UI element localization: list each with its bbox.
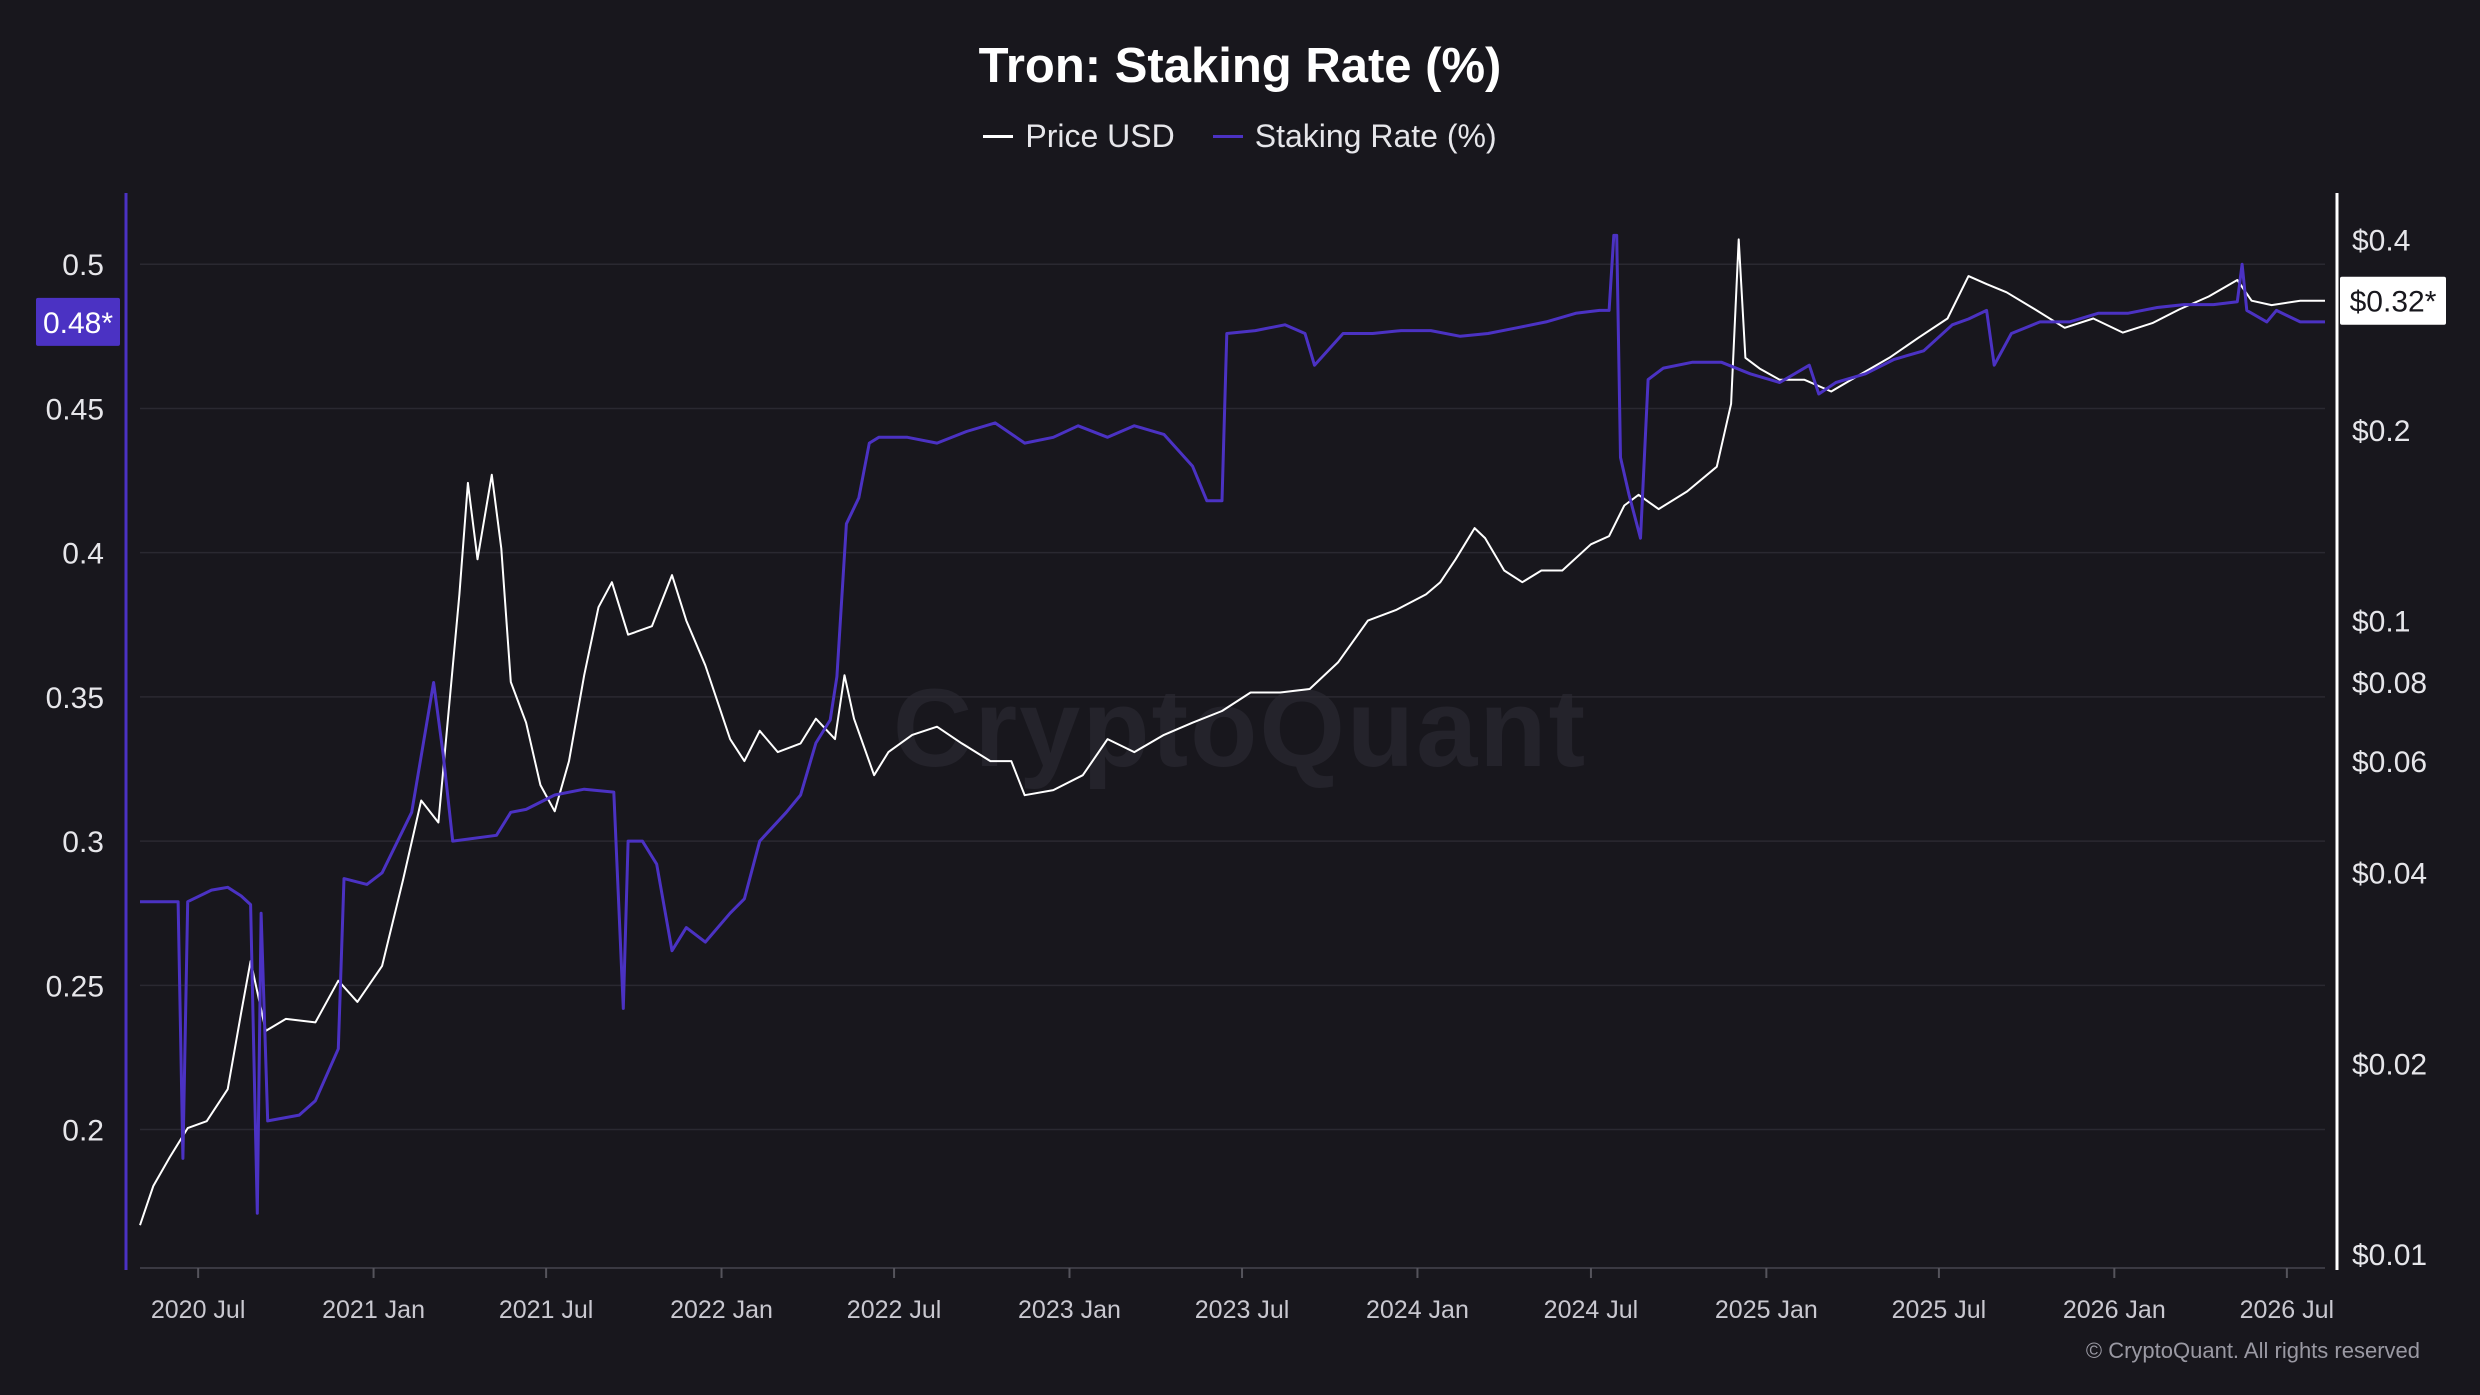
right-current-label: $0.32* <box>2350 286 2437 319</box>
y-left-tick-label: 0.5 <box>62 249 104 282</box>
x-tick-label: 2024 Jul <box>1544 1296 1639 1324</box>
y-right-tick-label: $0.04 <box>2352 858 2427 891</box>
x-tick-label: 2020 Jul <box>151 1296 246 1324</box>
x-tick-label: 2022 Jan <box>670 1296 773 1324</box>
legend-swatch-staking <box>1212 135 1243 138</box>
series-lines <box>139 233 2326 1226</box>
y-right-tick-label: $0.1 <box>2352 606 2410 639</box>
x-tick-label: 2022 Jul <box>847 1296 942 1324</box>
x-tick-label: 2025 Jan <box>1715 1296 1818 1324</box>
grid-lines <box>140 263 2325 1131</box>
y-left-tick-label: 0.45 <box>46 393 104 426</box>
x-tick-label: 2021 Jan <box>322 1296 425 1324</box>
copyright-text: © CryptoQuant. All rights reserved <box>2085 1338 2420 1363</box>
y-left-tick-label: 0.25 <box>46 970 104 1003</box>
y-left-tick-label: 0.4 <box>62 538 104 571</box>
x-tick-label: 2026 Jan <box>2063 1296 2166 1324</box>
watermark: CryptoQuant <box>892 667 1588 790</box>
y-right-tick-label: $0.2 <box>2352 415 2410 448</box>
legend-item-staking[interactable]: Staking Rate (%) <box>1212 118 1497 155</box>
y-left-tick-label: 0.3 <box>62 826 104 859</box>
chart-title: Tron: Staking Rate (%) <box>978 39 1502 93</box>
y-right-tick-label: $0.4 <box>2352 224 2410 257</box>
left-current-label: 0.48* <box>43 307 113 340</box>
legend-label-staking: Staking Rate (%) <box>1254 118 1497 154</box>
axes <box>124 193 2339 1278</box>
x-tick-label: 2026 Jul <box>2240 1296 2335 1324</box>
y-right-tick-label: $0.06 <box>2352 746 2427 779</box>
legend-swatch-price <box>983 135 1014 138</box>
left-current-badge <box>36 297 120 346</box>
y-right-tick-label: $0.08 <box>2352 667 2427 700</box>
axis-labels: 0.2 0.25 0.3 0.35 0.4 0.45 0.5 $0.01 $0.02 $0.04 $… <box>36 224 2446 1324</box>
staking-rate-line <box>140 233 2325 1215</box>
price-usd-line <box>139 238 2325 1226</box>
x-tick-label: 2025 Jul <box>1892 1296 1987 1324</box>
x-tick-label: 2024 Jan <box>1366 1296 1469 1324</box>
y-right-tick-label: $0.02 <box>2352 1048 2427 1081</box>
x-tick-label: 2021 Jul <box>499 1296 594 1324</box>
y-left-tick-label: 0.35 <box>46 682 104 715</box>
x-tick-label: 2023 Jul <box>1195 1296 1290 1324</box>
x-tick-label: 2023 Jan <box>1018 1296 1121 1324</box>
y-right-tick-label: $0.01 <box>2352 1239 2427 1272</box>
legend: Price USD Staking Rate (%) <box>0 118 2480 155</box>
y-left-tick-label: 0.2 <box>62 1115 104 1148</box>
legend-label-price: Price USD <box>1025 118 1175 154</box>
legend-item-price[interactable]: Price USD <box>983 118 1175 155</box>
right-current-badge <box>2340 276 2446 325</box>
